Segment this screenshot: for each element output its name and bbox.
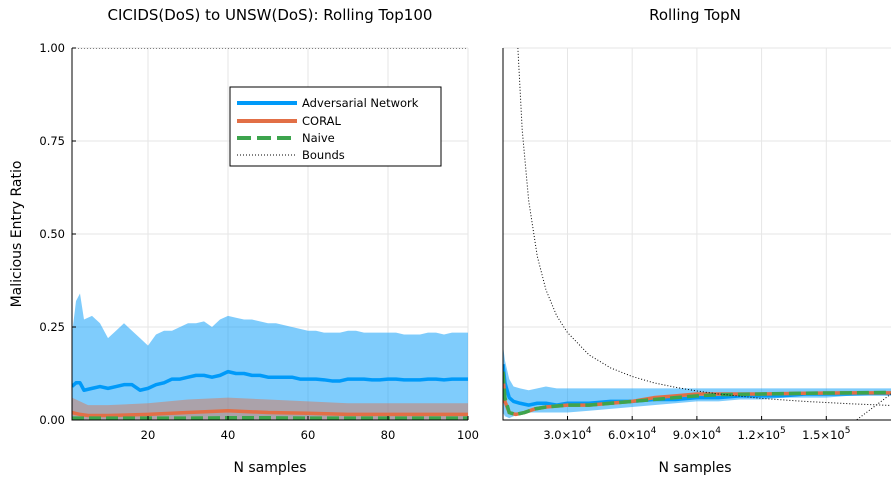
right-x-tick-label: 9.0×104 [673, 426, 722, 442]
right-x-tick-label: 6.0×104 [608, 426, 657, 442]
legend-label-adversarial-network: Adversarial Network [302, 96, 419, 110]
left-y-tick-label: 0.00 [39, 413, 65, 427]
left-x-axis-label: N samples [233, 460, 306, 476]
left-x-tick-label: 20 [141, 428, 156, 442]
right-x-tick-label: 1.2×105 [737, 426, 785, 442]
legend-label-naive: Naive [302, 131, 335, 145]
legend: Adversarial Network CORAL Naive Bounds [229, 86, 442, 167]
right-series-bounds-3 [517, 48, 891, 406]
right-band-adversarial-network [503, 345, 891, 419]
right-x-tick-exponent: 4 [651, 426, 657, 436]
legend-label-bounds: Bounds [302, 148, 345, 162]
right-series-bounds-4 [503, 393, 891, 420]
left-chart-title: CICIDS(DoS) to UNSW(DoS): Rolling Top100 [108, 6, 433, 24]
right-series-naive-2 [503, 371, 891, 417]
right-x-tick-label: 3.0×104 [543, 426, 592, 442]
left-x-tick-label: 100 [457, 428, 479, 442]
legend-label-coral: CORAL [302, 114, 341, 128]
right-x-tick-exponent: 5 [845, 426, 851, 436]
left-x-tick-label: 60 [301, 428, 316, 442]
legend-box [229, 86, 442, 167]
right-x-tick-label: 1.5×105 [802, 426, 850, 442]
left-y-axis-label: Malicious Entry Ratio [9, 161, 25, 308]
left-y-tick-label: 0.75 [39, 134, 65, 148]
right-x-tick-exponent: 5 [780, 426, 786, 436]
left-y-tick-label: 0.25 [39, 320, 65, 334]
left-y-tick-label: 1.00 [39, 41, 65, 55]
right-x-tick-exponent: 4 [715, 426, 721, 436]
right-chart-title: Rolling TopN [649, 6, 741, 24]
left-y-tick-label: 0.50 [39, 227, 65, 241]
left-series-coral-1 [72, 408, 468, 418]
left-band-adversarial-network [72, 293, 468, 420]
right-x-tick-exponent: 4 [586, 426, 592, 436]
left-x-tick-label: 80 [381, 428, 396, 442]
right-x-axis-label: N samples [658, 460, 731, 476]
left-chart: CICIDS(DoS) to UNSW(DoS): Rolling Top100… [9, 6, 479, 476]
right-chart: Rolling TopN 3.0×104 6.0×104 9.0×104 1.2×10… [502, 6, 891, 476]
left-x-tick-label: 40 [221, 428, 236, 442]
left-series-adversarial-network-0 [72, 369, 468, 392]
